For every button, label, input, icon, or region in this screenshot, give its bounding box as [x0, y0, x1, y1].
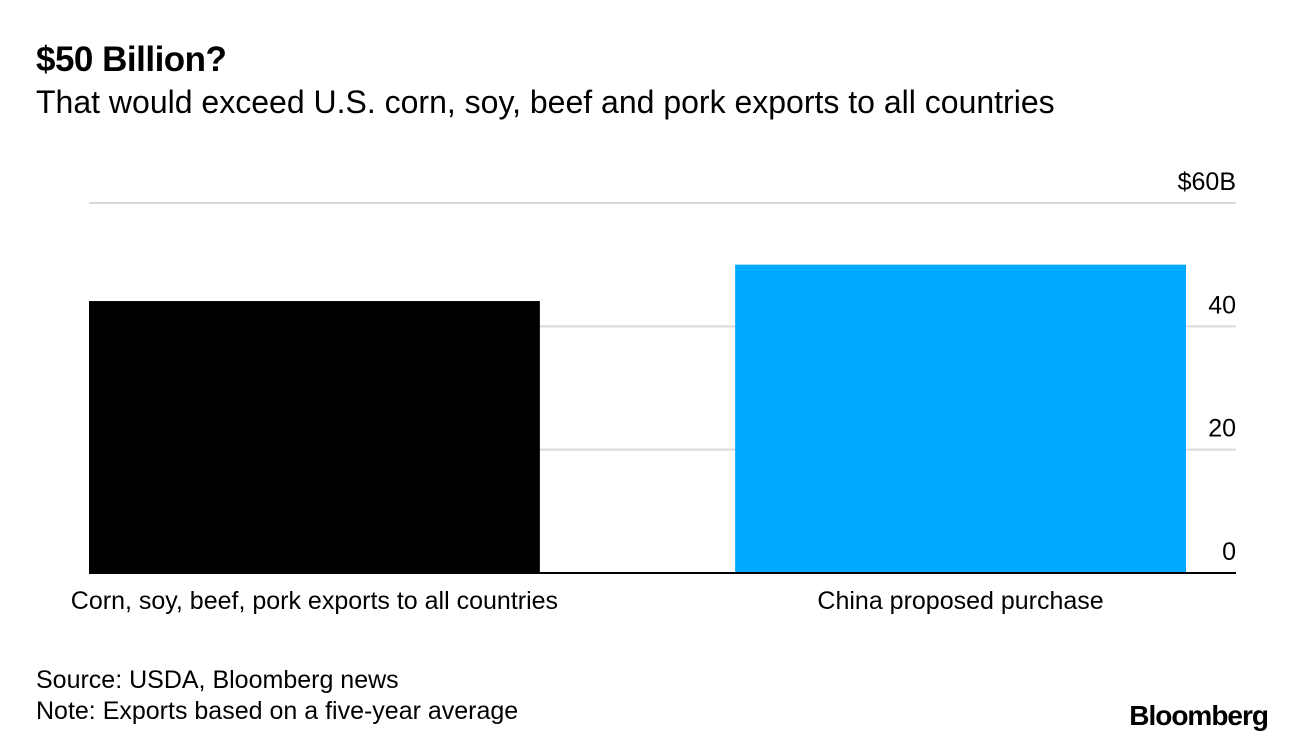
chart-title: $50 Billion? — [36, 40, 227, 79]
footnote: Note: Exports based on a five-year avera… — [36, 697, 519, 725]
chart-subtitle: That would exceed U.S. corn, soy, beef a… — [36, 84, 1055, 120]
bar — [89, 301, 540, 573]
source-note: Source: USDA, Bloomberg news — [36, 666, 399, 694]
bar — [735, 264, 1186, 573]
bloomberg-logo: Bloomberg — [1129, 700, 1269, 731]
y-tick-label: 20 — [1208, 415, 1236, 443]
bars — [89, 264, 1186, 573]
category-label: Corn, soy, beef, pork exports to all cou… — [71, 587, 558, 615]
y-tick-label: 0 — [1222, 538, 1236, 566]
x-axis-categories: Corn, soy, beef, pork exports to all cou… — [71, 587, 1104, 615]
y-axis-ticks: 0 20 40 $60B — [1178, 168, 1236, 566]
category-label: China proposed purchase — [817, 587, 1103, 615]
y-tick-label: $60B — [1178, 168, 1236, 196]
y-tick-label: 40 — [1208, 291, 1236, 319]
